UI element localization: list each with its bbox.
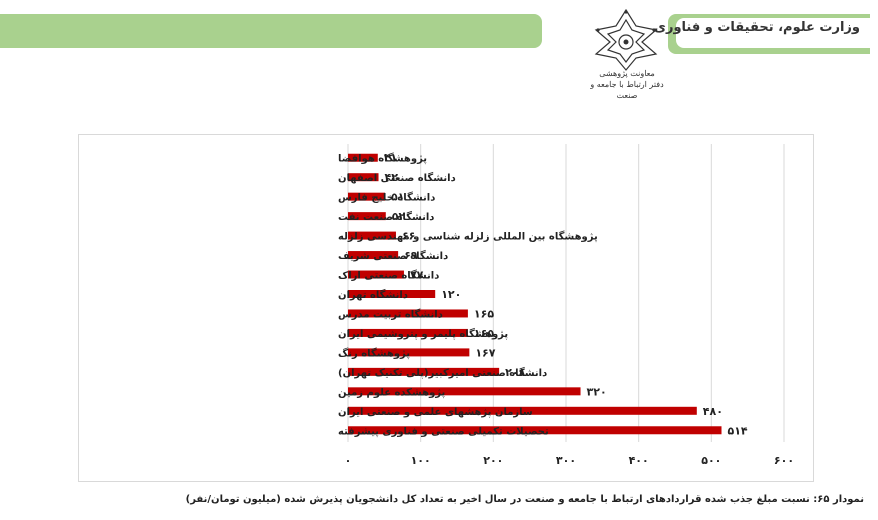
data-label: ۶۹ <box>404 249 418 262</box>
category-label: سازمان پژهشهای علمی و صنعتی ایران <box>338 407 533 418</box>
data-label: ۱۶۷ <box>475 346 495 359</box>
office-name: معاونت پژوهشی دفتر ارتباط با جامعه و صنع… <box>588 68 666 101</box>
category-label: دانشگاه صنعتی اراک <box>338 269 439 282</box>
bar <box>348 251 399 260</box>
bar <box>348 328 468 337</box>
data-label: ۱۶۵ <box>474 327 494 340</box>
data-label: ۵۱۴ <box>728 424 748 437</box>
data-label: ۶۶ <box>402 230 415 243</box>
x-tick-label: ۶۰۰ <box>774 454 794 467</box>
data-label: ۴۸۰ <box>703 405 723 418</box>
x-tick-label: ۳۰۰ <box>556 454 576 467</box>
bar <box>348 426 722 435</box>
category-label: دانشگاه تربیت مدرس <box>338 307 443 320</box>
bar <box>348 309 468 318</box>
bar <box>348 367 500 376</box>
category-label: دانشگاه صنعتی امیرکبیر(پلی تکنیک تهران) <box>338 366 547 379</box>
category-label: پژوهشگاه پلیمر و پتروشیمی ایران <box>338 327 508 340</box>
category-label: پژوهشکده علوم زمین <box>338 387 446 398</box>
category-label: دانشگاه صنعتی اصفهان <box>338 171 456 184</box>
office-name-line1: معاونت پژوهشی <box>599 69 655 78</box>
data-label: ۱۶۵ <box>474 307 494 320</box>
data-label: ۷۷ <box>410 269 424 282</box>
header-band-left <box>0 14 542 48</box>
bar <box>348 173 379 182</box>
bar <box>348 153 378 162</box>
data-label: ۵۲ <box>392 210 406 223</box>
category-label: دانشگاه خلیج فارس <box>338 191 435 204</box>
header-band-right-inner <box>676 18 870 48</box>
bar <box>348 348 470 357</box>
data-label: ۴۲ <box>385 171 399 184</box>
logo <box>590 6 662 100</box>
bar <box>348 406 697 415</box>
x-tick-label: ۱۰۰ <box>411 454 431 467</box>
bar <box>348 290 436 298</box>
data-label: ۳۲۰ <box>587 385 607 398</box>
category-label: تحصیلات تکمیلی صنعتی و فناوری پیشرفته <box>338 426 549 437</box>
x-tick-label: ۲۰۰ <box>483 454 503 467</box>
bar <box>348 387 581 396</box>
data-label: ۴۱ <box>384 152 397 165</box>
office-name-line2: دفتر ارتباط با جامعه و صنعت <box>590 80 664 100</box>
bar <box>348 231 396 240</box>
category-label: پژوهشگاه بین المللی زلزله شناسی و مهندسی… <box>338 230 598 243</box>
category-label: پژوهشگاه هوافضا <box>338 152 427 165</box>
category-label: دانشگاه صنعتی شریف <box>338 249 448 262</box>
ministry-title: وزارت علوم، تحقیقات و فناوری <box>654 20 860 35</box>
data-label: ۲۰۸ <box>505 366 525 379</box>
data-label: ۱۲۰ <box>441 288 461 301</box>
bar <box>348 270 404 279</box>
chart-caption: نمودار ۶۵: نسبت مبلغ جذب شده قراردادهای … <box>185 494 864 505</box>
category-label: پژوهشگاه رنگ <box>338 346 410 359</box>
x-tick-label: ۵۰۰ <box>701 454 721 467</box>
category-label: دانشگاه صنعت نفت <box>338 210 434 223</box>
x-tick-label: ۴۰۰ <box>629 454 649 467</box>
chart-frame <box>78 134 814 482</box>
logo-emblem-icon <box>594 8 658 71</box>
category-label: دانشگاه تهران <box>338 288 408 301</box>
bar <box>348 212 386 221</box>
data-label: ۵۱ <box>391 191 404 204</box>
bar <box>348 192 386 201</box>
x-tick-label: ۰ <box>345 454 352 467</box>
